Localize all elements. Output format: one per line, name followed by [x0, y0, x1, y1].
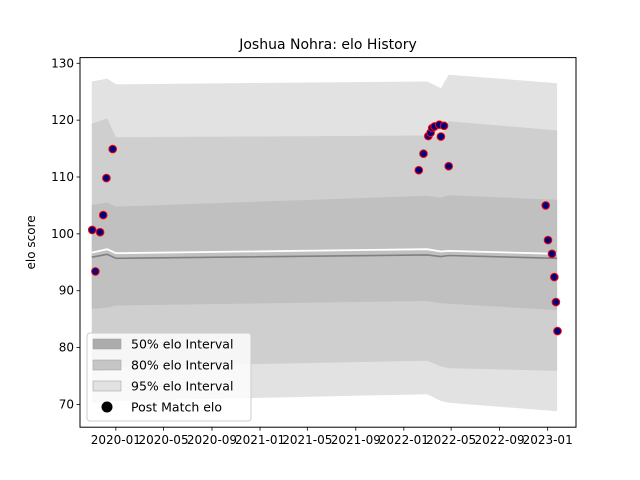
y-tick-label: 70	[59, 397, 74, 411]
legend-label: 80% elo Interval	[131, 358, 233, 373]
legend: 50% elo Interval 80% elo Interval 95% elo …	[86, 332, 252, 422]
x-tick-label: 2022-05	[426, 433, 476, 447]
y-tick-label: 90	[59, 284, 74, 298]
post-match-elo-point	[547, 249, 557, 259]
post-match-elo-point	[543, 235, 553, 245]
y-tick-label: 110	[51, 170, 74, 184]
x-tick-label: 2023-01	[523, 433, 573, 447]
legend-frame	[86, 332, 252, 422]
chart-title: Joshua Nohra: elo History	[238, 37, 417, 53]
post-match-elo-point	[439, 121, 449, 131]
post-match-elo-point	[550, 272, 559, 282]
plot-area	[87, 74, 562, 412]
post-match-elo-point	[108, 144, 117, 154]
post-match-elo-point	[95, 227, 105, 237]
x-tick-label: 2020-05	[138, 433, 188, 447]
legend-label: 50% elo Interval	[131, 337, 233, 352]
x-tick-label: 2021-05	[282, 433, 332, 447]
y-tick-label: 80	[59, 341, 74, 355]
x-tick-label: 2020-01	[91, 433, 141, 447]
post-match-elo-point	[444, 161, 454, 171]
plot-frame	[79, 57, 577, 428]
median-elo-line	[91, 253, 558, 260]
y-axis: 70 80 90 100 110 120 130	[51, 56, 80, 411]
post-match-elo-point	[541, 201, 551, 210]
post-match-elo-point	[102, 173, 111, 183]
y-tick-label: 120	[51, 113, 74, 127]
legend-label: 95% elo Interval	[131, 379, 233, 394]
x-tick-label: 2021-09	[331, 433, 381, 447]
post-match-elo-point	[414, 165, 424, 175]
x-tick-label: 2022-09	[475, 433, 525, 447]
legend-marker	[101, 401, 113, 413]
x-tick-label: 2022-01	[379, 433, 429, 447]
x-tick-label: 2021-01	[235, 433, 285, 447]
post-match-elo-point	[553, 326, 562, 336]
band-50-interval	[91, 195, 558, 311]
post-match-elo-point	[98, 210, 108, 220]
post-match-elo-point	[87, 225, 97, 235]
mean-elo-line	[91, 248, 558, 255]
post-match-elo-point	[551, 297, 561, 307]
legend-swatch	[92, 359, 122, 371]
legend-swatch	[92, 380, 122, 392]
y-tick-label: 130	[51, 56, 74, 70]
post-match-elo-point	[419, 149, 428, 158]
y-axis-label: elo score	[24, 215, 38, 269]
legend-swatch	[92, 338, 122, 350]
x-axis: 2020-012020-052020-092021-012021-052021-…	[91, 427, 573, 447]
post-match-elo-point	[436, 132, 446, 141]
legend-label: Post Match elo	[131, 400, 222, 415]
post-match-elo-point	[91, 267, 100, 276]
x-tick-label: 2020-09	[187, 433, 237, 447]
y-tick-label: 100	[51, 227, 74, 241]
